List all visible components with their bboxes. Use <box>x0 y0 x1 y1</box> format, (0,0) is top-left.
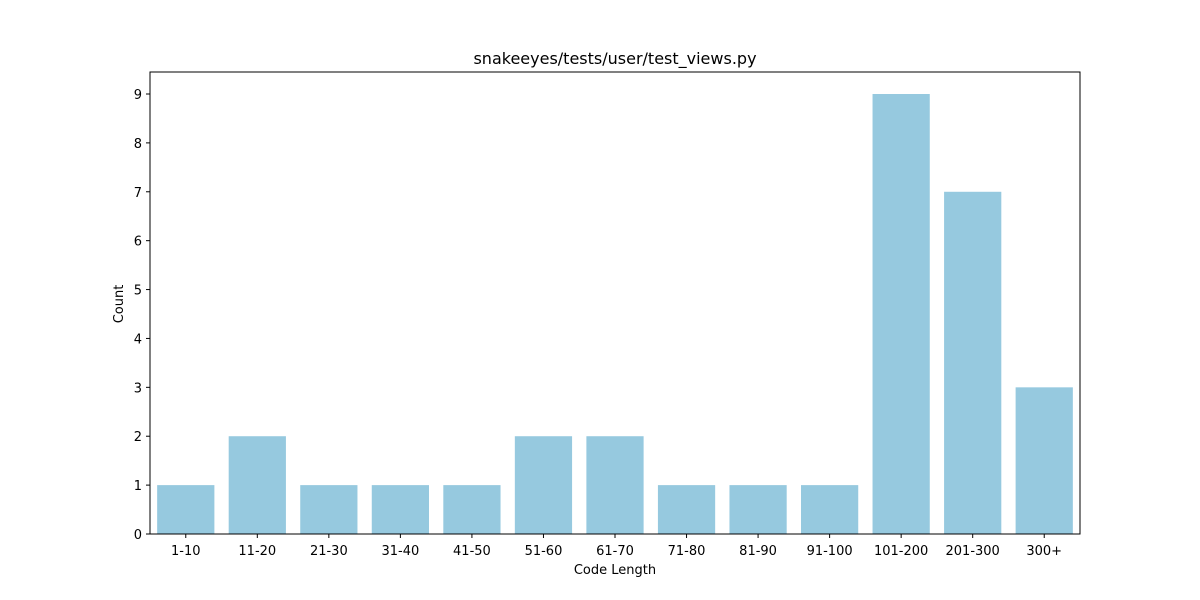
x-axis-label: Code Length <box>574 563 656 578</box>
bar-1-10 <box>157 485 215 534</box>
y-tick-label: 0 <box>134 528 142 543</box>
bar-300+ <box>1015 387 1073 534</box>
chart-title: snakeeyes/tests/user/test_views.py <box>473 49 756 69</box>
bar-51-60 <box>514 436 573 534</box>
bar-91-100 <box>801 485 859 534</box>
y-tick-label: 7 <box>134 186 142 201</box>
x-tick-label: 300+ <box>1026 544 1062 559</box>
x-tick-label: 201-300 <box>946 544 1000 559</box>
x-tick-label: 81-90 <box>739 544 777 559</box>
bar-41-50 <box>443 485 501 534</box>
x-tick-label: 11-20 <box>238 544 276 559</box>
x-tick-label: 61-70 <box>596 544 634 559</box>
y-tick-label: 4 <box>134 332 142 347</box>
x-tick-label: 41-50 <box>453 544 491 559</box>
bar-71-80 <box>657 485 716 534</box>
x-tick-label: 1-10 <box>171 544 201 559</box>
bar-31-40 <box>371 485 429 534</box>
bar-21-30 <box>300 485 358 534</box>
x-tick-label: 31-40 <box>381 544 419 559</box>
y-axis-label: Count <box>112 285 127 324</box>
y-tick-label: 1 <box>134 479 142 494</box>
bar-11-20 <box>228 436 286 534</box>
x-tick-label: 91-100 <box>807 544 853 559</box>
y-tick-label: 8 <box>134 137 142 152</box>
y-tick-label: 9 <box>134 88 142 103</box>
y-tick-label: 6 <box>134 235 142 250</box>
x-tick-label: 51-60 <box>525 544 563 559</box>
plot-frame <box>149 71 1081 535</box>
y-tick-label: 5 <box>134 284 142 299</box>
bar-101-200 <box>872 94 930 534</box>
x-axis-ticks: 1-10 11-20 21-30 31-40 41-50 51-60 61-70 71-80 8… <box>171 534 1062 559</box>
y-tick-label: 2 <box>134 430 142 445</box>
x-tick-label: 21-30 <box>310 544 348 559</box>
bar-201-300 <box>944 191 1002 534</box>
bars <box>157 94 1073 534</box>
x-tick-label: 71-80 <box>668 544 706 559</box>
y-tick-label: 3 <box>134 381 142 396</box>
y-axis-ticks: 0 1 2 3 4 5 6 7 8 9 <box>134 88 150 543</box>
bar-81-90 <box>729 485 787 534</box>
x-tick-label: 101-200 <box>874 544 928 559</box>
bar-61-70 <box>586 436 644 534</box>
